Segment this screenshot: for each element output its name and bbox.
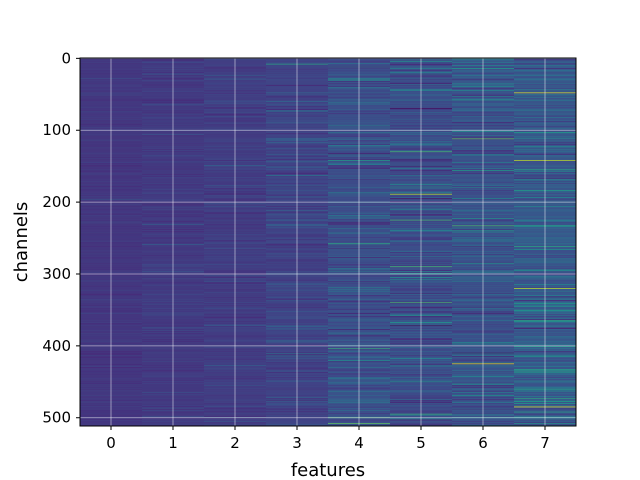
- y-axis-ticks: 0 100 200 300 400 500: [42, 49, 80, 427]
- y-tick-label: 200: [42, 193, 71, 211]
- x-tick-label: 3: [292, 434, 302, 452]
- x-axis-label: features: [291, 460, 365, 480]
- x-tick-label: 7: [540, 434, 550, 452]
- y-tick-label: 300: [42, 265, 71, 283]
- y-axis-label: channels: [11, 202, 32, 283]
- x-tick-label: 6: [478, 434, 488, 452]
- y-tick-label: 400: [42, 337, 71, 355]
- y-tick-label: 500: [42, 409, 71, 427]
- y-tick-label: 100: [42, 121, 71, 139]
- x-axis-ticks: 0 1 2 3 4 5 6 7: [106, 426, 550, 452]
- x-tick-label: 5: [416, 434, 426, 452]
- x-tick-label: 0: [106, 434, 116, 452]
- x-tick-label: 2: [230, 434, 240, 452]
- plot-frame: [79, 57, 577, 427]
- x-tick-label: 4: [354, 434, 364, 452]
- grid-lines: [80, 57, 576, 426]
- y-tick-label: 0: [61, 49, 71, 67]
- x-tick-label: 1: [168, 434, 178, 452]
- heatmap-cells: [80, 58, 577, 427]
